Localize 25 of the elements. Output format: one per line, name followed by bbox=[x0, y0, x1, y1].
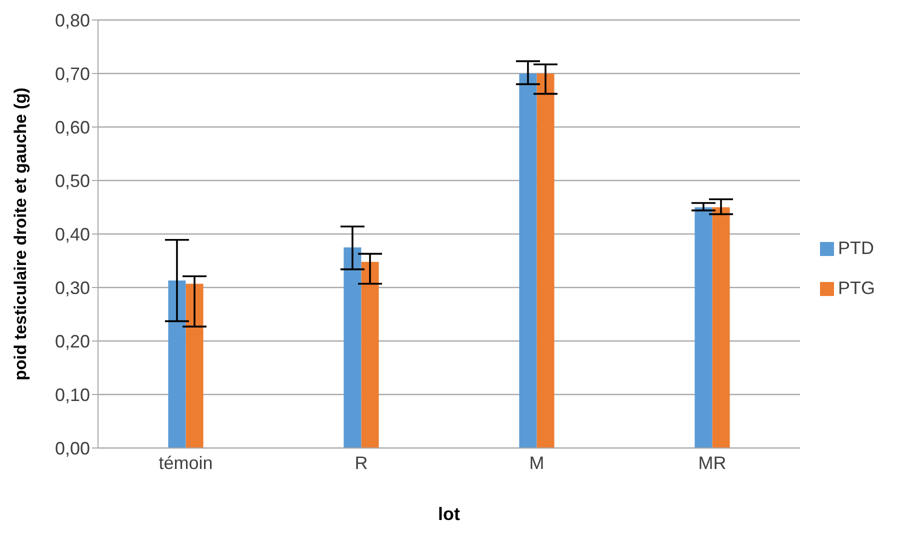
bar bbox=[519, 74, 537, 448]
y-tick-label: 0,50 bbox=[54, 170, 90, 191]
y-tick-label: 0,30 bbox=[54, 278, 90, 298]
x-tick-label: R bbox=[354, 452, 368, 473]
legend-label: PTG bbox=[838, 278, 875, 298]
x-tick-label: MR bbox=[698, 452, 726, 473]
bar bbox=[361, 262, 379, 448]
y-tick-label: 0,70 bbox=[54, 64, 90, 84]
bar bbox=[344, 247, 362, 448]
y-tick-label: 0,00 bbox=[54, 438, 90, 458]
x-axis-title: lot bbox=[438, 504, 460, 524]
bar bbox=[712, 207, 730, 448]
x-tick-label: M bbox=[529, 452, 544, 473]
legend-label: PTD bbox=[838, 238, 874, 258]
y-tick-label: 0,40 bbox=[54, 224, 90, 244]
bar bbox=[168, 280, 186, 448]
x-tick-label: témoin bbox=[158, 452, 213, 473]
y-tick-label: 0,60 bbox=[54, 117, 90, 138]
y-tick-label: 0,80 bbox=[54, 10, 90, 30]
bar bbox=[536, 74, 554, 448]
y-tick-label: 0,20 bbox=[54, 331, 90, 352]
y-axis-title: poid testiculaire droite et gauche (g) bbox=[11, 88, 30, 380]
bar bbox=[186, 284, 204, 448]
y-tick-label: 0,10 bbox=[54, 384, 90, 405]
bar bbox=[694, 207, 712, 448]
